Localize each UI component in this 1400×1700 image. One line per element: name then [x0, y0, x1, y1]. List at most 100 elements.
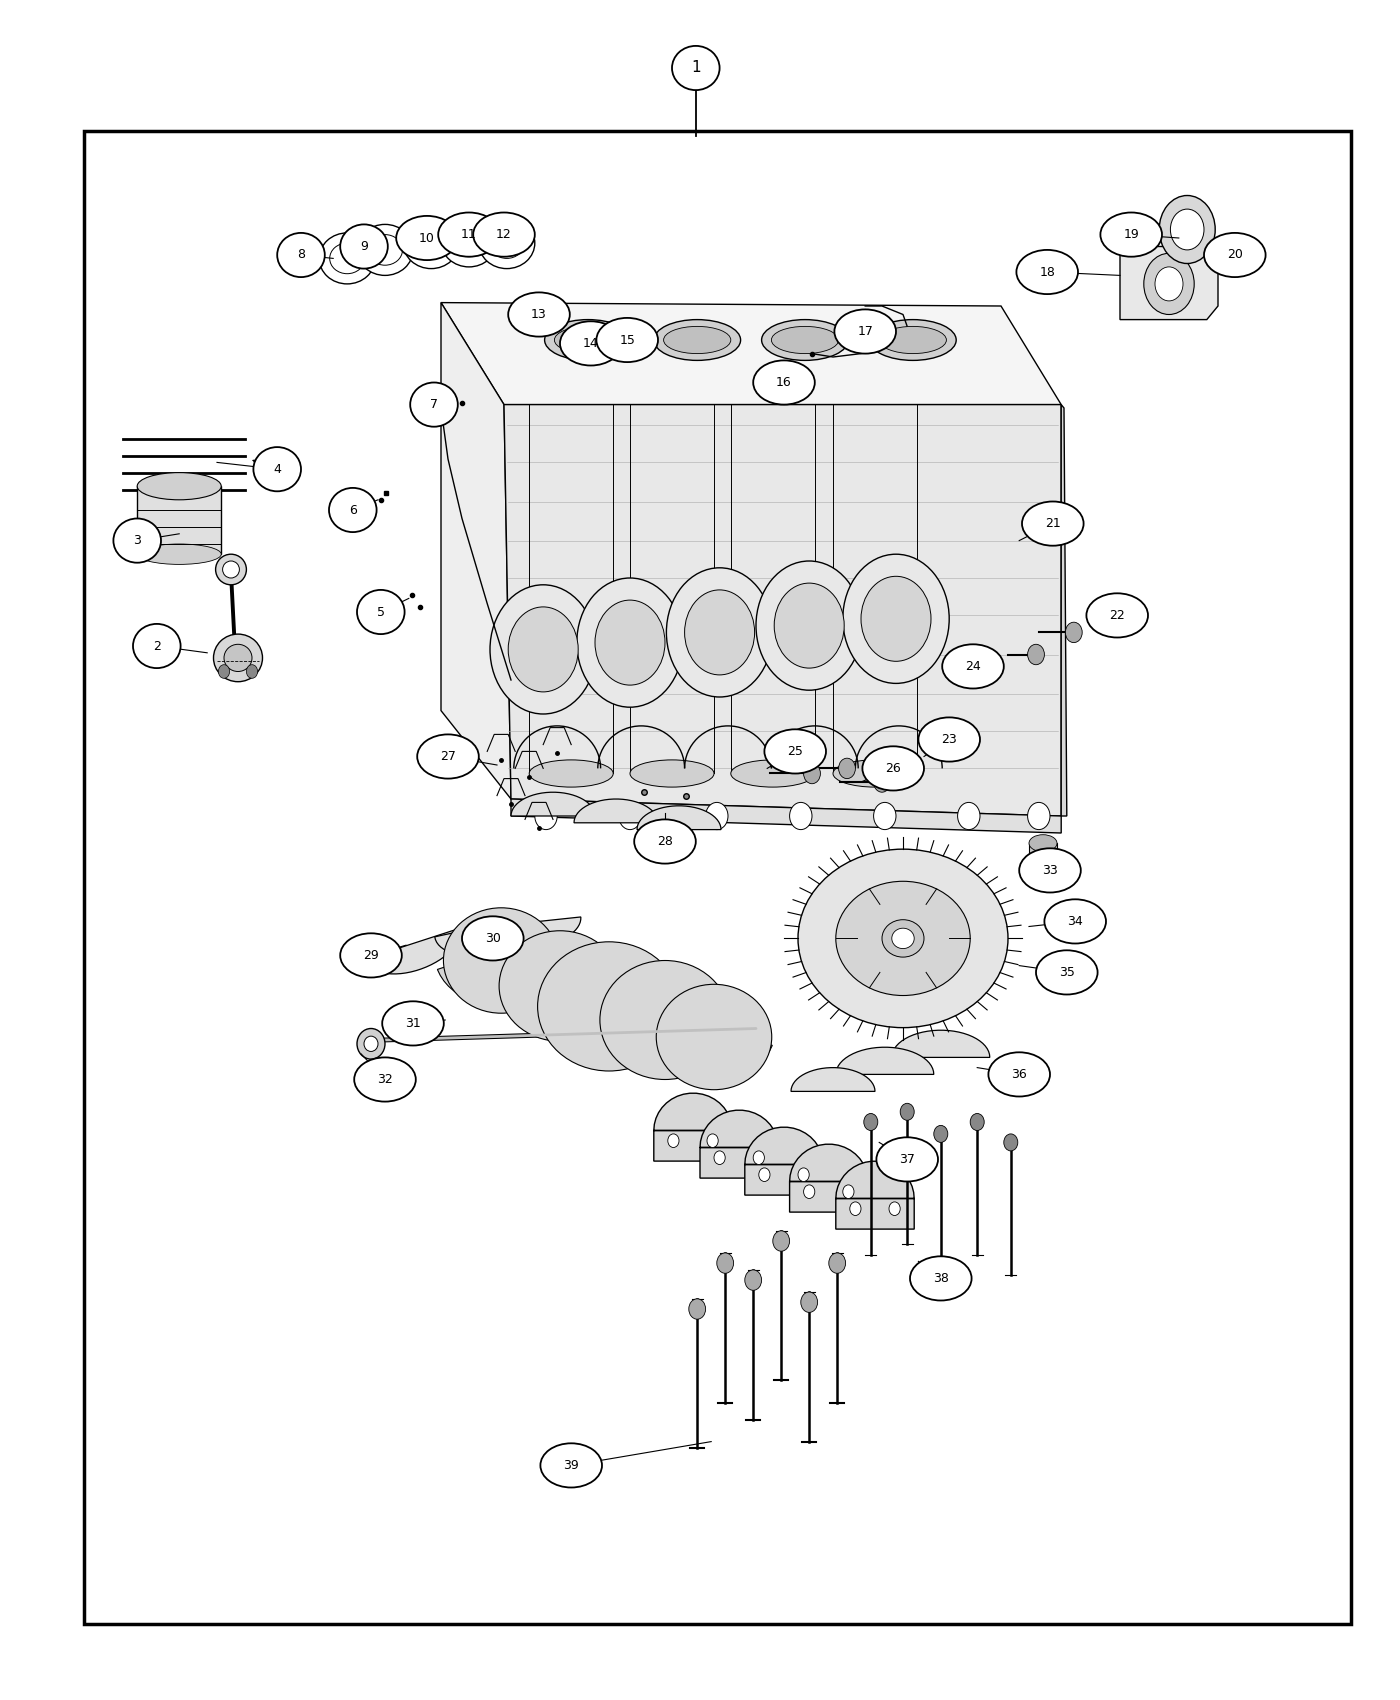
Ellipse shape — [538, 942, 680, 1071]
Ellipse shape — [137, 473, 221, 500]
Ellipse shape — [357, 224, 413, 275]
Ellipse shape — [560, 321, 622, 366]
Circle shape — [804, 763, 820, 784]
Circle shape — [759, 1168, 770, 1182]
Ellipse shape — [396, 216, 458, 260]
Circle shape — [874, 772, 890, 792]
Text: 26: 26 — [885, 762, 902, 775]
Circle shape — [490, 585, 596, 714]
Polygon shape — [836, 1161, 914, 1229]
Ellipse shape — [330, 243, 364, 274]
Ellipse shape — [876, 1137, 938, 1181]
Ellipse shape — [764, 729, 826, 774]
Text: 29: 29 — [363, 949, 379, 962]
Ellipse shape — [630, 760, 714, 787]
Ellipse shape — [731, 760, 815, 787]
Ellipse shape — [113, 518, 161, 563]
Ellipse shape — [1029, 835, 1057, 852]
Circle shape — [535, 802, 557, 830]
Text: 36: 36 — [1011, 1068, 1028, 1081]
Circle shape — [707, 1134, 718, 1148]
Circle shape — [798, 1168, 809, 1182]
Ellipse shape — [340, 933, 402, 977]
Text: 28: 28 — [657, 835, 673, 848]
Ellipse shape — [1019, 848, 1081, 892]
Text: 10: 10 — [419, 231, 435, 245]
Polygon shape — [437, 952, 543, 1003]
Polygon shape — [511, 792, 595, 816]
Circle shape — [689, 1299, 706, 1319]
Circle shape — [218, 665, 230, 678]
Polygon shape — [1120, 246, 1218, 320]
Ellipse shape — [1022, 502, 1084, 546]
Circle shape — [595, 600, 665, 685]
Polygon shape — [700, 1110, 778, 1178]
Ellipse shape — [1044, 899, 1106, 944]
Circle shape — [1144, 253, 1194, 314]
Polygon shape — [559, 994, 673, 1052]
Text: 22: 22 — [1109, 609, 1126, 622]
Circle shape — [717, 1253, 734, 1273]
Circle shape — [958, 802, 980, 830]
Ellipse shape — [1036, 950, 1098, 994]
Ellipse shape — [508, 292, 570, 337]
Ellipse shape — [319, 233, 375, 284]
Circle shape — [706, 802, 728, 830]
Ellipse shape — [762, 320, 848, 360]
Ellipse shape — [133, 624, 181, 668]
Polygon shape — [441, 303, 511, 799]
Polygon shape — [504, 405, 1061, 816]
Ellipse shape — [410, 382, 458, 427]
Ellipse shape — [403, 218, 459, 269]
Text: 11: 11 — [461, 228, 477, 241]
Ellipse shape — [414, 228, 448, 258]
Polygon shape — [435, 916, 532, 955]
Polygon shape — [669, 1028, 773, 1078]
Circle shape — [1155, 267, 1183, 301]
Ellipse shape — [869, 320, 956, 360]
Polygon shape — [745, 1127, 823, 1195]
Ellipse shape — [462, 916, 524, 960]
Circle shape — [685, 590, 755, 675]
Ellipse shape — [498, 932, 622, 1040]
Circle shape — [839, 758, 855, 779]
Circle shape — [1004, 1134, 1018, 1151]
Text: 4: 4 — [273, 462, 281, 476]
Circle shape — [864, 1114, 878, 1130]
Text: 2: 2 — [153, 639, 161, 653]
Ellipse shape — [596, 318, 658, 362]
Circle shape — [889, 1202, 900, 1215]
Ellipse shape — [340, 224, 388, 269]
Text: 15: 15 — [619, 333, 636, 347]
Circle shape — [1028, 644, 1044, 665]
Ellipse shape — [672, 46, 720, 90]
Ellipse shape — [357, 590, 405, 634]
Circle shape — [1159, 196, 1215, 264]
Bar — [1029, 843, 1057, 867]
Ellipse shape — [216, 554, 246, 585]
Ellipse shape — [554, 326, 622, 354]
Ellipse shape — [253, 447, 301, 491]
Polygon shape — [511, 799, 1061, 833]
Ellipse shape — [473, 212, 535, 257]
Circle shape — [804, 1185, 815, 1198]
Circle shape — [900, 1103, 914, 1120]
Circle shape — [850, 1202, 861, 1215]
Ellipse shape — [438, 212, 500, 257]
Circle shape — [577, 578, 683, 707]
Circle shape — [970, 1114, 984, 1130]
Bar — [137, 486, 221, 554]
Text: 16: 16 — [776, 376, 792, 389]
Circle shape — [745, 1270, 762, 1290]
Circle shape — [246, 665, 258, 678]
Polygon shape — [791, 1068, 875, 1091]
Polygon shape — [637, 806, 721, 830]
Text: 9: 9 — [360, 240, 368, 253]
Text: 13: 13 — [531, 308, 547, 321]
Ellipse shape — [490, 228, 524, 258]
Circle shape — [756, 561, 862, 690]
Text: 25: 25 — [787, 745, 804, 758]
Ellipse shape — [988, 1052, 1050, 1096]
Circle shape — [829, 1253, 846, 1273]
Ellipse shape — [382, 1001, 444, 1046]
